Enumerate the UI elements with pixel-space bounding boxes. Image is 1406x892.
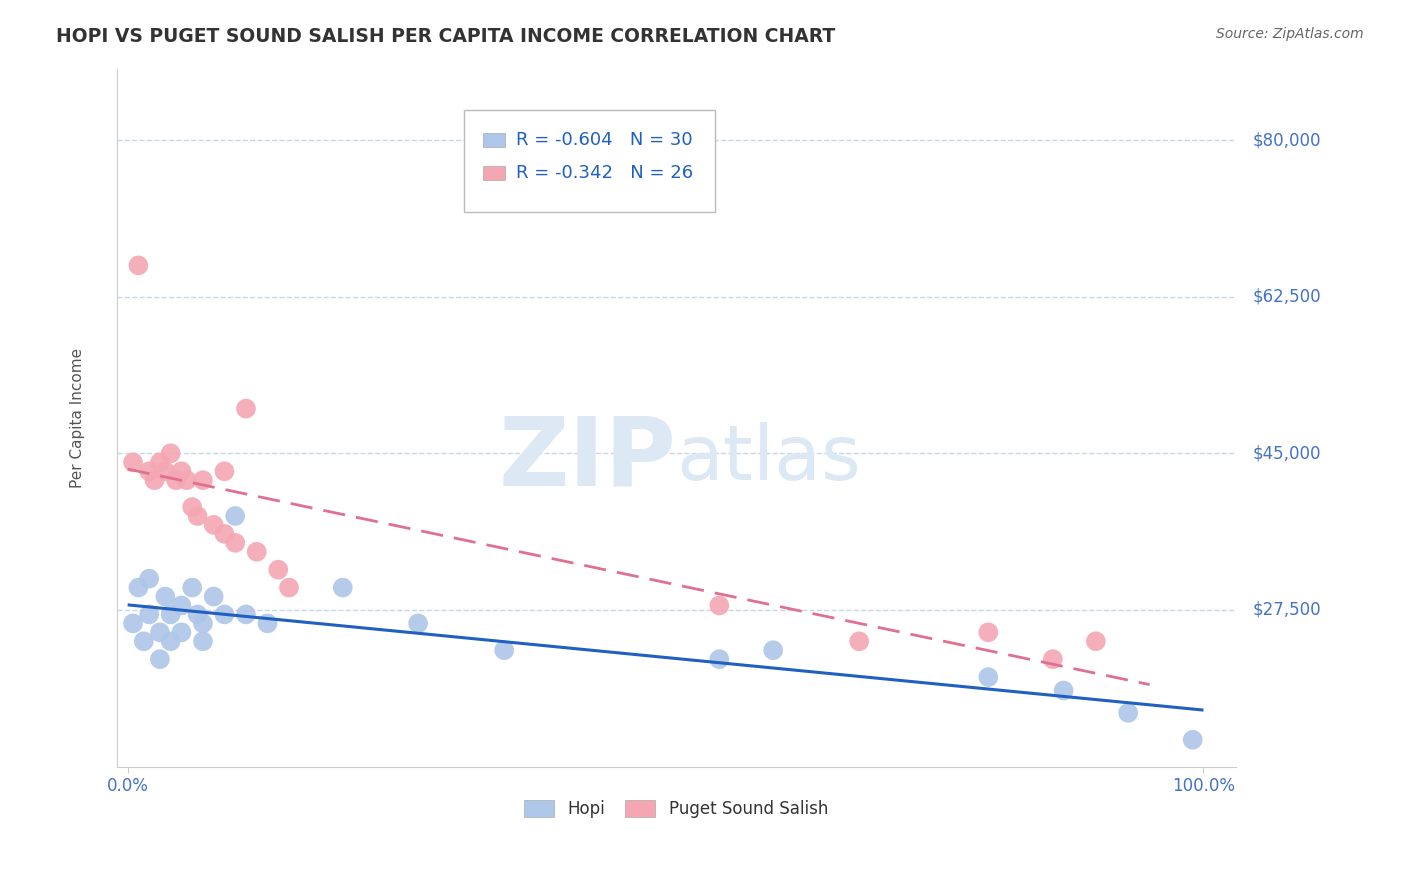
Point — [224, 536, 246, 550]
Point — [235, 401, 257, 416]
Point — [176, 473, 198, 487]
Point — [149, 652, 172, 666]
Point — [1042, 652, 1064, 666]
Point — [159, 446, 181, 460]
Point — [170, 599, 193, 613]
Point — [170, 464, 193, 478]
Point — [155, 464, 177, 478]
Point — [122, 455, 145, 469]
Point — [202, 517, 225, 532]
Point — [709, 652, 731, 666]
Point — [127, 259, 149, 273]
Point — [256, 616, 278, 631]
Point — [155, 590, 177, 604]
Point — [159, 607, 181, 622]
Point — [122, 616, 145, 631]
Text: Per Capita Income: Per Capita Income — [70, 348, 86, 488]
Point — [494, 643, 516, 657]
Point — [170, 625, 193, 640]
Point — [267, 563, 290, 577]
Point — [762, 643, 785, 657]
Point — [191, 616, 214, 631]
Text: R = -0.604   N = 30: R = -0.604 N = 30 — [516, 131, 693, 150]
Point — [1052, 683, 1074, 698]
Point — [709, 599, 731, 613]
Point — [246, 545, 269, 559]
Legend: Hopi, Puget Sound Salish: Hopi, Puget Sound Salish — [517, 793, 835, 824]
Point — [187, 607, 209, 622]
Point — [132, 634, 155, 648]
Point — [143, 473, 166, 487]
Text: $62,500: $62,500 — [1253, 288, 1322, 306]
Point — [406, 616, 429, 631]
Point — [202, 590, 225, 604]
Text: ZIP: ZIP — [499, 413, 676, 506]
Point — [191, 634, 214, 648]
Point — [1116, 706, 1139, 720]
Point — [181, 581, 204, 595]
Point — [138, 607, 160, 622]
Point — [214, 464, 236, 478]
Point — [1181, 732, 1204, 747]
FancyBboxPatch shape — [482, 134, 505, 147]
Point — [332, 581, 354, 595]
Text: atlas: atlas — [676, 423, 862, 497]
Point — [138, 464, 160, 478]
Point — [181, 500, 204, 514]
Point — [1084, 634, 1107, 648]
Text: HOPI VS PUGET SOUND SALISH PER CAPITA INCOME CORRELATION CHART: HOPI VS PUGET SOUND SALISH PER CAPITA IN… — [56, 27, 835, 45]
Text: $45,000: $45,000 — [1253, 444, 1322, 462]
Point — [214, 527, 236, 541]
Text: $80,000: $80,000 — [1253, 131, 1322, 149]
Point — [224, 508, 246, 523]
Text: $27,500: $27,500 — [1253, 601, 1322, 619]
Point — [191, 473, 214, 487]
Point — [165, 473, 187, 487]
Point — [977, 625, 1000, 640]
Point — [149, 625, 172, 640]
Point — [149, 455, 172, 469]
FancyBboxPatch shape — [464, 111, 716, 211]
Text: Source: ZipAtlas.com: Source: ZipAtlas.com — [1216, 27, 1364, 41]
Point — [187, 508, 209, 523]
Point — [977, 670, 1000, 684]
Point — [214, 607, 236, 622]
Point — [127, 581, 149, 595]
Point — [848, 634, 870, 648]
FancyBboxPatch shape — [482, 166, 505, 180]
Text: R = -0.342   N = 26: R = -0.342 N = 26 — [516, 164, 693, 182]
Point — [138, 572, 160, 586]
Point — [235, 607, 257, 622]
Point — [159, 634, 181, 648]
Point — [278, 581, 301, 595]
